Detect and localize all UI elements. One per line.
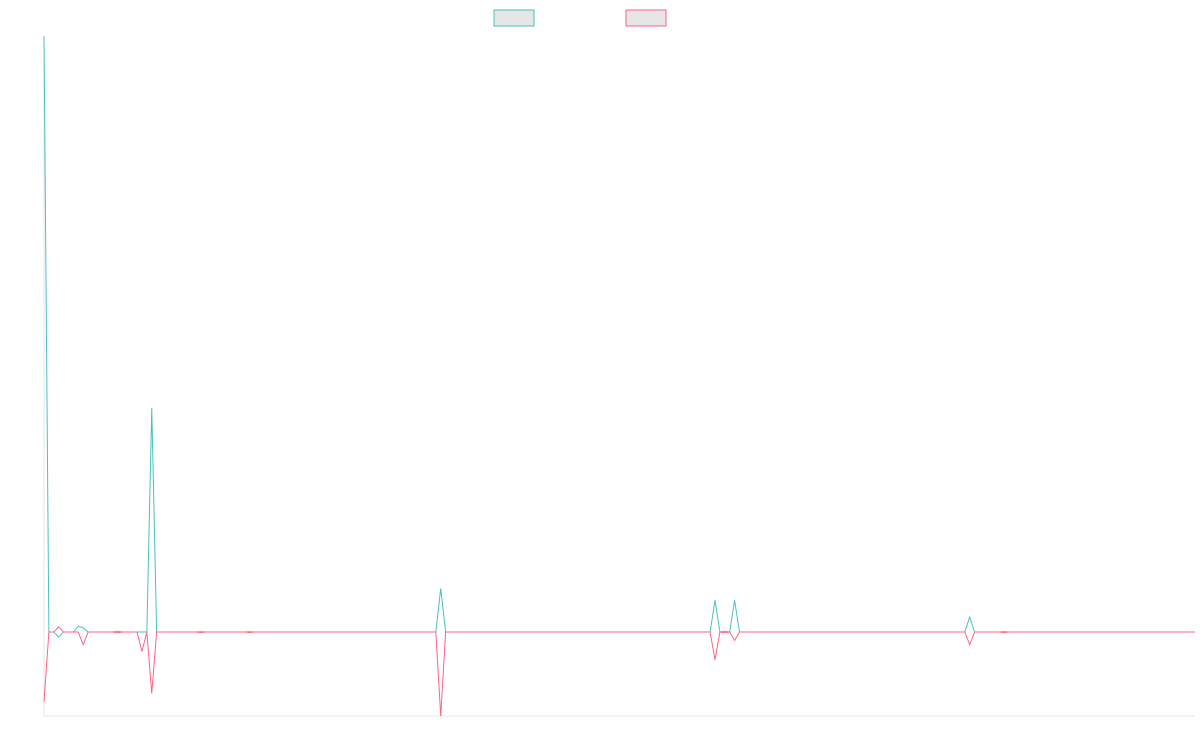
legend-swatch[interactable]: [625, 9, 667, 27]
series-line: [43, 35, 1195, 638]
series-line: [43, 626, 1195, 717]
legend-swatch[interactable]: [493, 9, 535, 27]
